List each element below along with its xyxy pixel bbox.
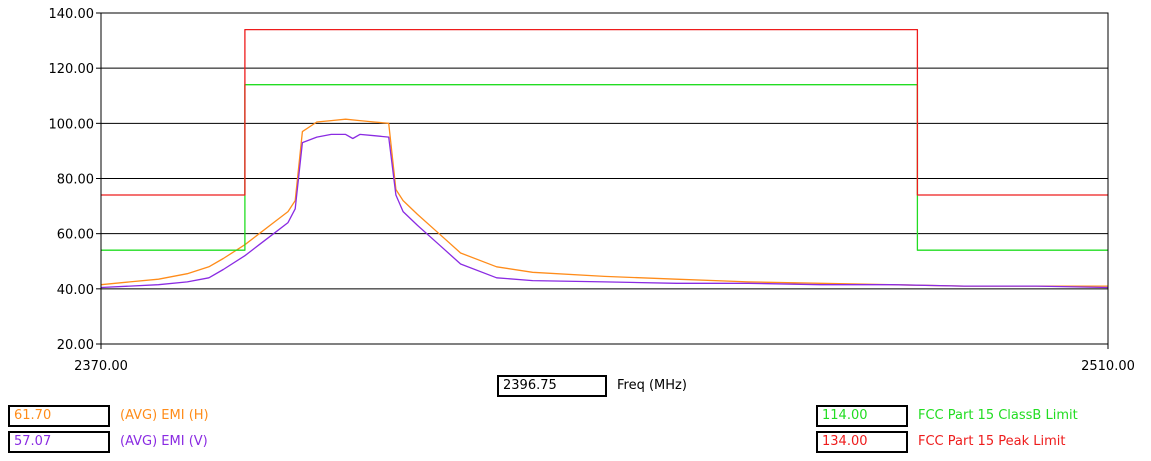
- legend-label-emi-v: (AVG) EMI (V): [120, 434, 208, 449]
- y-axis: 20.00 40.00 60.00 80.00 100.00 120.00 140.00: [49, 7, 101, 353]
- emi-chart: 20.00 40.00 60.00 80.00 100.00 120.00 140.00 2…: [49, 7, 1135, 374]
- series-line-avg-emi-h: [100, 118, 1108, 287]
- series-line-fcc-part-15-classb-limit: [101, 84, 1108, 251]
- legend-value-emi-v[interactable]: 57.07: [8, 431, 110, 453]
- y-tick-label: 20.00: [57, 338, 94, 353]
- x-axis-label: Freq (MHz): [617, 378, 687, 393]
- series-lines: [100, 28, 1109, 289]
- y-tick-label: 40.00: [57, 283, 94, 298]
- y-tick-label: 60.00: [57, 228, 94, 243]
- series-line-fcc-part-15-peak-limit: [101, 28, 1108, 196]
- grid-lines: [101, 67, 1108, 290]
- legend-value-classb-limit[interactable]: 114.00: [816, 405, 908, 427]
- y-tick-label: 140.00: [49, 7, 95, 22]
- legend-label-peak-limit: FCC Part 15 Peak Limit: [918, 434, 1066, 449]
- x-axis: 2370.00 2510.00: [74, 344, 1135, 374]
- legend-value-emi-h[interactable]: 61.70: [8, 405, 110, 427]
- legend-label-emi-h: (AVG) EMI (H): [120, 408, 209, 423]
- legend-value-peak-limit[interactable]: 134.00: [816, 431, 908, 453]
- legend-label-classb-limit: FCC Part 15 ClassB Limit: [918, 408, 1078, 423]
- y-tick-label: 80.00: [57, 173, 94, 188]
- y-tick-label: 120.00: [49, 62, 95, 77]
- series-line-avg-emi-v: [100, 133, 1109, 289]
- x-tick-label: 2370.00: [74, 359, 128, 374]
- plot-frame: [100, 12, 1109, 345]
- x-tick-label: 2510.00: [1081, 359, 1135, 374]
- cursor-freq-value[interactable]: 2396.75: [497, 375, 607, 397]
- y-tick-label: 100.00: [49, 117, 95, 132]
